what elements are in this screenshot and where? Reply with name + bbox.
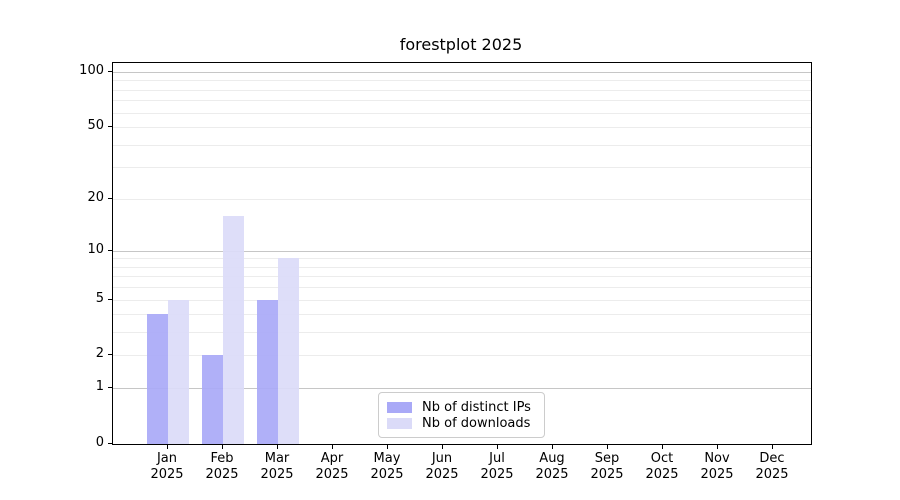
legend-swatch-ips [387, 402, 412, 413]
x-tick-mark-Apr [332, 445, 333, 449]
x-tick-month: Nov [704, 451, 730, 466]
x-tick-mark-Aug [552, 445, 553, 449]
x-tick-year: 2025 [755, 467, 789, 482]
gridline-minor-50 [113, 127, 811, 128]
gridline-minor-2 [113, 355, 811, 356]
gridline-minor-6 [113, 287, 811, 288]
x-tick-year: 2025 [370, 467, 404, 482]
bar-ips-Feb [202, 355, 223, 444]
y-tick-mark-20 [108, 198, 112, 199]
x-tick-mark-Nov [717, 445, 718, 449]
x-tick-label-Jul: Jul 2025 [467, 451, 527, 483]
x-tick-label-Mar: Mar 2025 [247, 451, 307, 483]
x-tick-mark-Jan [167, 445, 168, 449]
gridline-minor-9 [113, 258, 811, 259]
y-tick-mark-1 [108, 387, 112, 388]
x-tick-mark-May [387, 445, 388, 449]
y-tick-mark-50 [108, 126, 112, 127]
legend-item-distinct-ips: Nb of distinct IPs [387, 400, 535, 415]
y-tick-label-10: 10 [87, 242, 104, 257]
x-tick-label-Apr: Apr 2025 [302, 451, 362, 483]
y-tick-mark-5 [108, 299, 112, 300]
y-tick-label-2: 2 [95, 346, 104, 361]
bar-downloads-Jan [168, 300, 189, 444]
x-tick-year: 2025 [425, 467, 459, 482]
gridline-major-10 [113, 251, 811, 252]
gridline-minor-4 [113, 314, 811, 315]
x-tick-year: 2025 [645, 467, 679, 482]
x-tick-label-Oct: Oct 2025 [632, 451, 692, 483]
gridline-minor-40 [113, 145, 811, 146]
y-tick-mark-2 [108, 354, 112, 355]
x-tick-year: 2025 [150, 467, 184, 482]
bar-downloads-Mar [278, 258, 299, 444]
x-tick-year: 2025 [535, 467, 569, 482]
y-tick-label-20: 20 [87, 190, 104, 205]
x-tick-month: Jun [431, 451, 453, 466]
y-tick-label-50: 50 [87, 118, 104, 133]
y-tick-mark-100 [108, 71, 112, 72]
gridline-minor-80 [113, 90, 811, 91]
x-tick-mark-Jul [497, 445, 498, 449]
x-tick-month: Jul [489, 451, 505, 466]
x-tick-label-Nov: Nov 2025 [687, 451, 747, 483]
legend-swatch-downloads [387, 418, 412, 429]
x-tick-label-Aug: Aug 2025 [522, 451, 582, 483]
gridline-major-100 [113, 72, 811, 73]
legend-label-ips: Nb of distinct IPs [422, 400, 531, 415]
x-tick-year: 2025 [480, 467, 514, 482]
x-tick-month: Oct [650, 451, 674, 466]
y-tick-mark-0 [108, 443, 112, 444]
x-tick-label-Sep: Sep 2025 [577, 451, 637, 483]
y-tick-mark-10 [108, 250, 112, 251]
x-tick-label-Jun: Jun 2025 [412, 451, 472, 483]
x-tick-label-Feb: Feb 2025 [192, 451, 252, 483]
y-tick-label-0: 0 [95, 435, 104, 450]
x-tick-month: Apr [320, 451, 344, 466]
gridline-minor-8 [113, 267, 811, 268]
x-tick-year: 2025 [700, 467, 734, 482]
bar-ips-Mar [257, 300, 278, 444]
x-tick-mark-Dec [772, 445, 773, 449]
x-tick-label-Dec: Dec 2025 [742, 451, 802, 483]
gridline-minor-90 [113, 80, 811, 81]
y-tick-label-1: 1 [95, 379, 104, 394]
gridline-minor-20 [113, 199, 811, 200]
x-tick-month: Feb [210, 451, 234, 466]
x-tick-month: Jan [156, 451, 178, 466]
bar-ips-Jan [147, 314, 168, 444]
x-tick-month: Dec [759, 451, 785, 466]
y-tick-label-100: 100 [79, 63, 104, 78]
gridline-minor-30 [113, 167, 811, 168]
x-tick-mark-Feb [222, 445, 223, 449]
x-tick-label-May: May 2025 [357, 451, 417, 483]
gridline-minor-5 [113, 300, 811, 301]
x-tick-year: 2025 [315, 467, 349, 482]
gridline-minor-7 [113, 276, 811, 277]
x-tick-year: 2025 [260, 467, 294, 482]
plot-area [112, 62, 812, 445]
x-tick-month: Aug [539, 451, 565, 466]
x-tick-month: May [373, 451, 401, 466]
bar-downloads-Feb [223, 216, 244, 444]
x-tick-mark-Sep [607, 445, 608, 449]
x-tick-year: 2025 [590, 467, 624, 482]
x-tick-label-Jan: Jan 2025 [137, 451, 197, 483]
x-tick-year: 2025 [205, 467, 239, 482]
x-tick-month: Sep [594, 451, 620, 466]
x-tick-month: Mar [264, 451, 290, 466]
chart-title: forestplot 2025 [399, 35, 523, 54]
gridline-minor-3 [113, 332, 811, 333]
legend: Nb of distinct IPs Nb of downloads [378, 392, 545, 438]
legend-label-downloads: Nb of downloads [422, 416, 531, 431]
y-tick-label-5: 5 [95, 291, 104, 306]
gridline-minor-70 [113, 100, 811, 101]
x-tick-mark-Mar [277, 445, 278, 449]
x-tick-mark-Oct [662, 445, 663, 449]
legend-item-downloads: Nb of downloads [387, 416, 535, 431]
gridline-major-1 [113, 388, 811, 389]
gridline-minor-60 [113, 113, 811, 114]
x-tick-mark-Jun [442, 445, 443, 449]
